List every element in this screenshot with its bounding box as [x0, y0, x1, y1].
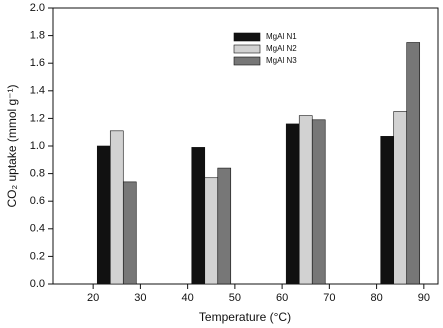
x-axis-title: Temperature (°C): [199, 310, 291, 324]
y-tick-label: 0.0: [30, 278, 45, 290]
legend-swatch: [233, 32, 261, 42]
bar: [217, 167, 232, 285]
y-tick-label: 0.8: [30, 168, 45, 180]
bar: [191, 147, 206, 285]
bar: [406, 42, 421, 285]
y-tick-label: 0.4: [30, 223, 45, 235]
bar: [109, 130, 124, 285]
y-tick-label: 1.4: [30, 85, 45, 97]
legend-swatch: [233, 56, 261, 66]
x-tick-label: 40: [182, 292, 194, 304]
x-tick-label: 70: [323, 292, 335, 304]
x-tick-label: 80: [370, 292, 382, 304]
legend-swatch: [233, 44, 261, 54]
x-tick-label: 30: [134, 292, 146, 304]
y-tick-label: 1.0: [30, 140, 45, 152]
bar: [204, 177, 219, 285]
y-tick-label: 1.6: [30, 57, 45, 69]
bar: [380, 136, 395, 285]
y-tick-label: 2.0: [30, 2, 45, 14]
bar: [96, 145, 111, 285]
legend-label: MgAl N1: [266, 32, 297, 41]
bar: [122, 181, 137, 285]
x-tick-label: 90: [418, 292, 430, 304]
y-tick-label: 1.8: [30, 30, 45, 42]
y-tick-label: 0.6: [30, 195, 45, 207]
y-tick-label: 1.2: [30, 112, 45, 124]
legend-label: MgAl N3: [266, 56, 297, 65]
x-tick-label: 20: [87, 292, 99, 304]
bar: [393, 111, 408, 285]
y-axis-title: CO₂ uptake (mmol g⁻¹): [5, 84, 19, 207]
y-tick-label: 0.2: [30, 250, 45, 262]
bar: [311, 119, 326, 285]
bar: [285, 123, 300, 285]
legend-label: MgAl N2: [266, 44, 297, 53]
x-tick-label: 60: [276, 292, 288, 304]
x-tick-label: 50: [229, 292, 241, 304]
bar: [298, 115, 313, 285]
